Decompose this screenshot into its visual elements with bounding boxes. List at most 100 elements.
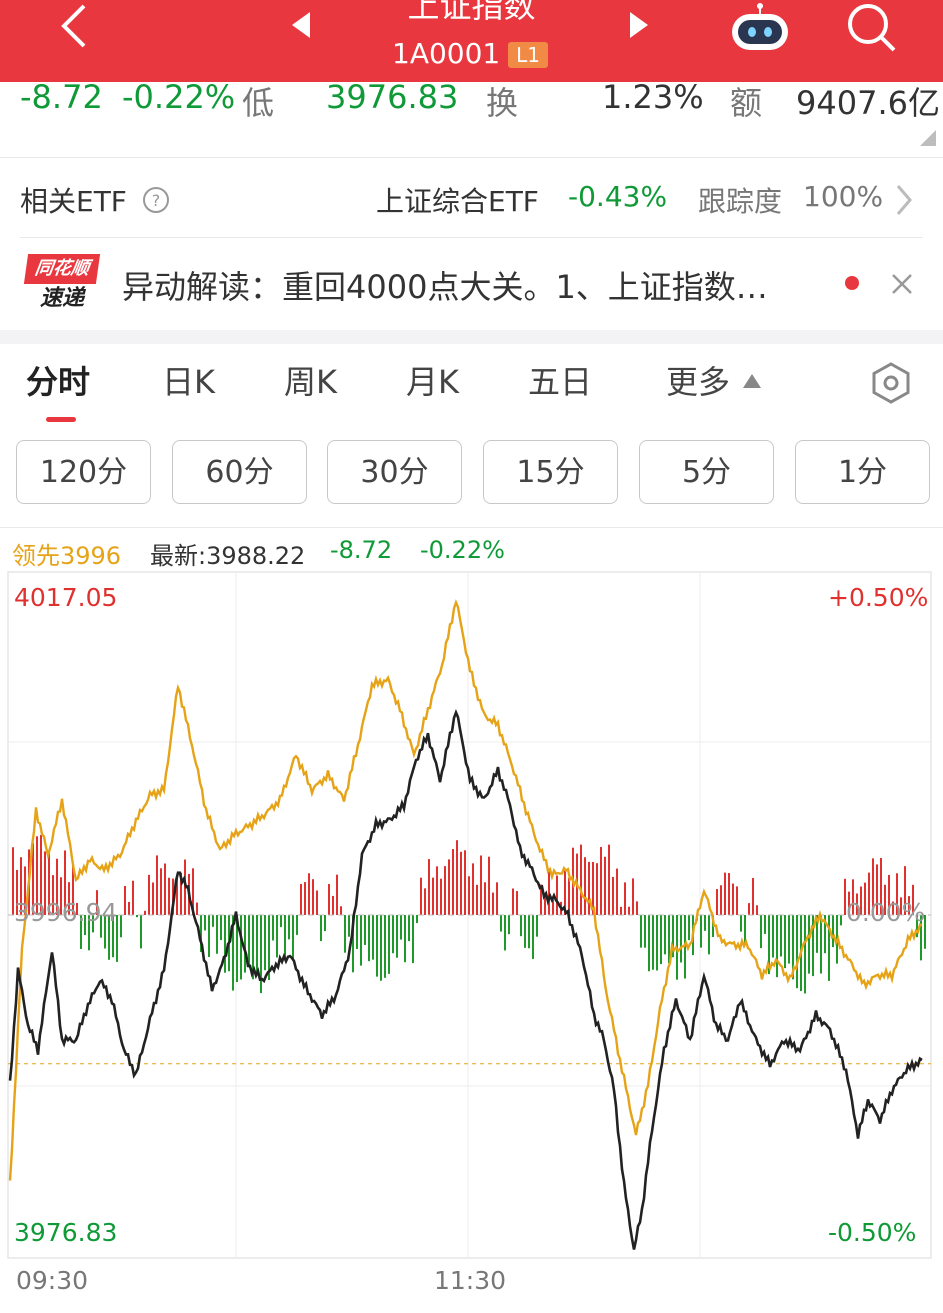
title-bar: 上证指数 1A0001 L1	[0, 0, 943, 82]
volume-bar	[432, 877, 434, 915]
tab-intraday[interactable]: 分时	[26, 363, 91, 401]
volume-bar	[672, 915, 674, 958]
turnover-value: 1.23%	[602, 82, 704, 116]
volume-bar	[580, 844, 582, 915]
related-etf-row[interactable]: 相关ETF ? 上证综合ETF -0.43% 跟踪度 100%	[0, 158, 943, 236]
unread-dot	[845, 276, 859, 290]
tab-monthly-k[interactable]: 月K	[406, 363, 459, 401]
close-icon[interactable]	[890, 272, 914, 296]
volume-bar	[44, 851, 46, 915]
volume-bar	[828, 915, 830, 981]
legend-change-pct: -0.22%	[420, 536, 505, 564]
active-tab-indicator	[46, 417, 76, 422]
volume-bar	[96, 890, 98, 915]
settings-hexagon-icon[interactable]	[870, 362, 912, 404]
volume-bar	[404, 915, 406, 963]
volume-bar	[584, 857, 586, 915]
volume-bar	[896, 873, 898, 915]
volume-bar	[604, 856, 606, 915]
robot-assistant-icon[interactable]	[728, 0, 792, 56]
volume-bar	[924, 915, 926, 949]
volume-bar	[500, 915, 502, 932]
volume-bar	[624, 882, 626, 915]
tab-daily-k[interactable]: 日K	[162, 363, 215, 401]
volume-bar	[848, 891, 850, 915]
volume-bar	[884, 884, 886, 915]
svg-text:?: ?	[152, 191, 161, 210]
x-tick-label: 11:30	[434, 1266, 507, 1295]
volume-bar	[752, 878, 754, 915]
news-headline[interactable]: 异动解读：重回4000点大关。1、上证指数…	[122, 268, 768, 306]
volume-bar	[292, 915, 294, 959]
volume-bar	[760, 915, 762, 949]
volume-bar	[892, 901, 894, 915]
volume-bar	[40, 834, 42, 915]
volume-bar	[820, 915, 822, 974]
prev-stock-icon[interactable]	[288, 10, 312, 40]
volume-bar	[880, 858, 882, 915]
lead-index-line	[8, 599, 923, 1181]
volume-bar	[80, 915, 82, 949]
btn-1min[interactable]: 1分	[795, 440, 930, 504]
volume-bar	[688, 915, 690, 941]
volume-bar	[524, 915, 526, 948]
volume-bar	[412, 915, 414, 964]
btn-120min[interactable]: 120分	[16, 440, 151, 504]
volume-bar	[764, 915, 766, 934]
amount-value: 9407.6亿	[796, 84, 940, 122]
volume-bar	[796, 915, 798, 989]
btn-60min[interactable]: 60分	[172, 440, 307, 504]
volume-bar	[788, 915, 790, 964]
volume-bar	[652, 915, 654, 970]
volume-bar	[192, 868, 194, 915]
volume-bar	[532, 915, 534, 959]
volume-bar	[872, 858, 874, 915]
stock-name: 上证指数	[407, 0, 536, 25]
volume-bar	[108, 915, 110, 960]
expand-corner-icon[interactable]	[920, 130, 936, 146]
volume-bar	[216, 915, 218, 954]
volume-bar	[224, 915, 226, 973]
volume-bar	[556, 875, 558, 915]
volume-bar	[372, 915, 374, 960]
volume-bar	[904, 866, 906, 915]
volume-bar	[452, 849, 454, 915]
volume-bar	[812, 915, 814, 977]
volume-bar	[408, 915, 410, 942]
help-icon[interactable]: ?	[142, 186, 170, 214]
volume-bar	[876, 864, 878, 915]
volume-bar	[912, 884, 914, 915]
search-icon[interactable]	[846, 2, 898, 54]
volume-bar	[440, 878, 442, 915]
volume-bar	[476, 884, 478, 915]
volume-bar	[124, 885, 126, 915]
volume-bar	[116, 915, 118, 962]
volume-bar	[720, 885, 722, 915]
volume-bar	[660, 915, 662, 965]
tab-weekly-k[interactable]: 周K	[284, 363, 337, 401]
intraday-chart[interactable]	[0, 570, 943, 1313]
volume-bar	[700, 915, 702, 948]
volume-bar	[236, 915, 238, 983]
tab-five-day[interactable]: 五日	[528, 363, 593, 401]
back-arrow-icon[interactable]	[54, 4, 94, 52]
volume-bar	[176, 874, 178, 915]
tab-more[interactable]: 更多	[666, 363, 731, 401]
btn-15min[interactable]: 15分	[483, 440, 618, 504]
volume-bar	[112, 915, 114, 958]
news-flash-row[interactable]: 同花顺 速递 异动解读：重回4000点大关。1、上证指数…	[0, 238, 943, 330]
volume-bar	[868, 872, 870, 915]
volume-bar	[268, 915, 270, 981]
tonghuashun-news-logo: 同花顺 速递	[23, 254, 101, 314]
volume-bar	[68, 882, 70, 915]
volume-bar	[72, 863, 74, 915]
btn-30min[interactable]: 30分	[327, 440, 462, 504]
volume-bar	[376, 915, 378, 977]
volume-bar	[76, 902, 78, 915]
next-stock-icon[interactable]	[628, 10, 652, 40]
btn-5min[interactable]: 5分	[639, 440, 774, 504]
volume-bar	[308, 873, 310, 915]
volume-bar	[300, 883, 302, 915]
volume-bar	[400, 915, 402, 940]
quote-row: -8.72 -0.22% 低 3976.83 换 1.23% 额 9407.6亿	[0, 82, 943, 140]
